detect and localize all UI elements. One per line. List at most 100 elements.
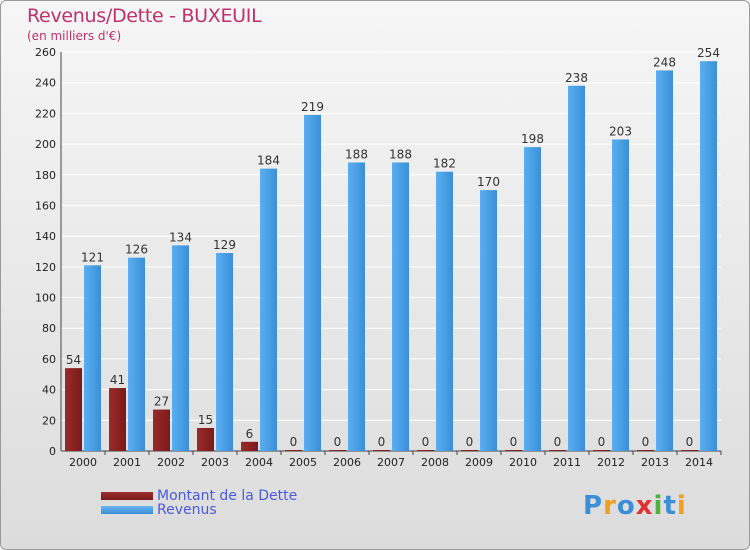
data-label-dette: 0 xyxy=(422,435,430,449)
x-tick-label: 2013 xyxy=(641,456,669,469)
bar-dette xyxy=(593,450,610,451)
data-label-revenus: 248 xyxy=(653,55,676,69)
bar-dette xyxy=(241,441,258,451)
data-label-revenus: 126 xyxy=(125,243,148,257)
data-label-dette: 0 xyxy=(598,435,606,449)
data-label-dette: 0 xyxy=(554,435,562,449)
chart-title: Revenus/Dette - BUXEUIL xyxy=(27,5,262,27)
bar-dette xyxy=(461,450,478,451)
chart-subtitle: (en milliers d'€) xyxy=(27,29,122,43)
bar-revenus xyxy=(656,70,673,452)
data-label-dette: 6 xyxy=(246,427,254,441)
logo-letter: i xyxy=(653,491,664,521)
bar-revenus xyxy=(128,257,145,451)
y-tick-label: 260 xyxy=(35,46,56,59)
bar-revenus xyxy=(436,171,453,451)
x-tick-label: 2014 xyxy=(685,456,713,469)
x-tick-label: 2005 xyxy=(289,456,317,469)
data-label-revenus: 184 xyxy=(257,154,280,168)
logo-letter: r xyxy=(603,491,617,521)
data-label-dette: 0 xyxy=(334,435,342,449)
bar-revenus xyxy=(612,139,629,451)
bar-revenus xyxy=(260,168,277,451)
bar-revenus xyxy=(348,162,365,451)
x-tick-label: 2012 xyxy=(597,456,625,469)
x-tick-label: 2004 xyxy=(245,456,273,469)
y-tick-label: 120 xyxy=(35,261,56,274)
y-tick-label: 200 xyxy=(35,138,56,151)
y-tick-label: 80 xyxy=(42,322,56,335)
logo-letter: o xyxy=(616,491,636,521)
y-tick-label: 60 xyxy=(42,353,56,366)
y-tick-label: 220 xyxy=(35,107,56,120)
bar-revenus xyxy=(216,253,233,451)
data-label-dette: 0 xyxy=(686,435,694,449)
bar-dette xyxy=(285,450,302,451)
x-tick-label: 2006 xyxy=(333,456,361,469)
legend-swatch-revenus xyxy=(101,506,153,514)
logo-letter: x xyxy=(635,491,654,521)
proxiti-logo: Proxiti xyxy=(583,491,687,521)
data-label-revenus: 219 xyxy=(301,100,324,114)
x-tick-label: 2009 xyxy=(465,456,493,469)
bar-dette xyxy=(417,450,434,451)
bar-revenus xyxy=(568,85,585,451)
bar-dette xyxy=(637,450,654,451)
bar-revenus xyxy=(84,265,101,451)
y-tick-label: 180 xyxy=(35,169,56,182)
data-label-revenus: 238 xyxy=(565,71,588,85)
data-label-revenus: 203 xyxy=(609,124,632,138)
data-label-revenus: 121 xyxy=(81,250,104,264)
data-label-dette: 54 xyxy=(66,353,81,367)
logo-letter: t xyxy=(663,491,677,521)
bar-revenus xyxy=(304,114,321,452)
data-label-revenus: 254 xyxy=(697,46,720,60)
data-label-dette: 0 xyxy=(466,435,474,449)
x-tick-label: 2008 xyxy=(421,456,449,469)
bar-dette xyxy=(505,450,522,451)
bar-revenus xyxy=(172,245,189,451)
bar-dette xyxy=(549,450,566,451)
legend-swatch-dette xyxy=(101,492,153,500)
data-label-revenus: 134 xyxy=(169,230,192,244)
x-tick-label: 2001 xyxy=(113,456,141,469)
data-label-dette: 0 xyxy=(642,435,650,449)
y-tick-label: 160 xyxy=(35,199,56,212)
x-tick-label: 2002 xyxy=(157,456,185,469)
x-tick-label: 2000 xyxy=(69,456,97,469)
bar-dette xyxy=(109,388,126,451)
y-tick-label: 40 xyxy=(42,384,56,397)
x-tick-label: 2007 xyxy=(377,456,405,469)
legend-label-dette: Montant de la Dette xyxy=(157,488,298,504)
y-tick-label: 240 xyxy=(35,77,56,90)
data-label-revenus: 198 xyxy=(521,132,544,146)
y-tick-label: 0 xyxy=(49,445,56,458)
bar-dette xyxy=(65,368,82,451)
bar-dette xyxy=(153,409,170,451)
y-tick-label: 140 xyxy=(35,230,56,243)
data-label-dette: 0 xyxy=(290,435,298,449)
data-label-revenus: 182 xyxy=(433,157,456,171)
data-label-dette: 0 xyxy=(510,435,518,449)
data-label-revenus: 188 xyxy=(345,147,368,161)
y-tick-label: 20 xyxy=(42,414,56,427)
y-tick-label: 100 xyxy=(35,292,56,305)
bar-dette xyxy=(329,450,346,451)
logo-letter: i xyxy=(676,491,687,521)
x-tick-label: 2010 xyxy=(509,456,537,469)
bar-dette xyxy=(681,450,698,451)
data-label-dette: 41 xyxy=(110,373,125,387)
logo-letter: P xyxy=(583,491,604,521)
data-label-dette: 0 xyxy=(378,435,386,449)
bar-revenus xyxy=(700,61,717,451)
bar-revenus xyxy=(480,190,497,451)
x-tick-label: 2011 xyxy=(553,456,581,469)
data-label-dette: 15 xyxy=(198,413,213,427)
bar-dette xyxy=(197,427,214,451)
data-label-revenus: 188 xyxy=(389,147,412,161)
data-label-dette: 27 xyxy=(154,395,169,409)
bar-revenus xyxy=(392,162,409,451)
bar-revenus xyxy=(524,147,541,451)
